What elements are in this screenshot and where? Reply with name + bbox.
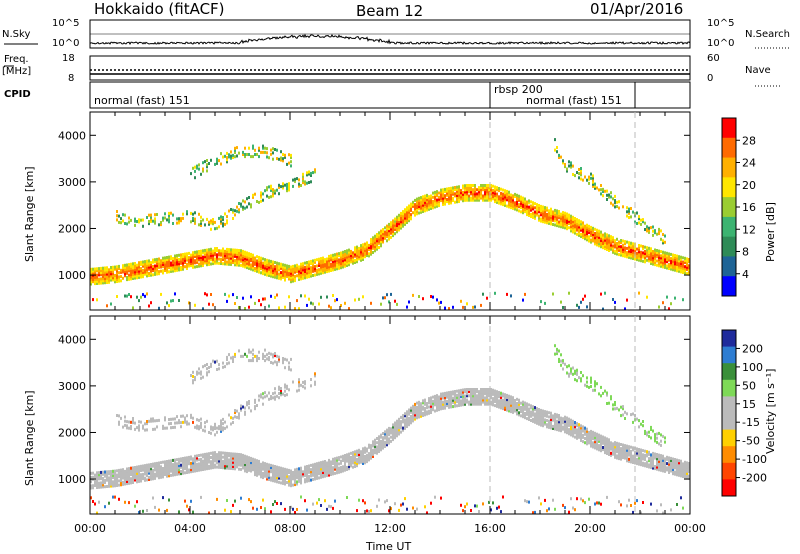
xtick-label-0: 00:00 (74, 522, 106, 535)
colorbar-cell-1-9 (722, 479, 736, 496)
noise-trace (90, 35, 690, 44)
colorbar-label-0-1: 24 (742, 157, 756, 170)
colorbar-cell-1-2 (722, 363, 736, 380)
colorbar-label-1-7: -200 (742, 472, 767, 485)
colorbar-cell-0-6 (722, 237, 736, 257)
colorbar-cell-0-4 (722, 197, 736, 217)
colorbar-label-0-3: 16 (742, 201, 756, 214)
ytick-label-0-4000: 4000 (58, 129, 86, 142)
xtick-label-3: 12:00 (374, 522, 406, 535)
colorbar-label-1-4: -15 (742, 416, 760, 429)
colorbar-label-1-2: 50 (742, 379, 756, 392)
colorbar-label-1-5: -50 (742, 435, 760, 448)
xtick-label-1: 04:00 (174, 522, 206, 535)
freq-panel-frame (90, 56, 690, 80)
colorbar-label-1-3: 15 (742, 398, 756, 411)
xtick-label-4: 16:00 (474, 522, 506, 535)
xtick-label-2: 08:00 (274, 522, 306, 535)
panel-bg-0 (90, 112, 690, 310)
xtick-label-6: 00:00 (674, 522, 706, 535)
ytick-label-1-3000: 3000 (58, 380, 86, 393)
colorbar-cell-1-4 (722, 396, 736, 413)
colorbar-label-0-5: 8 (742, 246, 749, 259)
colorbar-label-1-6: -100 (742, 453, 767, 466)
colorbar-cell-1-1 (722, 347, 736, 364)
colorbar-cell-1-8 (722, 463, 736, 480)
colorbar-cell-0-1 (722, 138, 736, 158)
rti-plot: 1000 2000 3000 4000 1000 2000 3000 4000 00:00 04:… (0, 0, 800, 554)
colorbar-label-0-6: 4 (742, 268, 749, 281)
xtick-label-5: 20:00 (574, 522, 606, 535)
colorbar-cell-1-6 (722, 430, 736, 447)
colorbar-cell-1-7 (722, 446, 736, 463)
ytick-label-1-4000: 4000 (58, 333, 86, 346)
ytick-label-1-2000: 2000 (58, 426, 86, 439)
colorbar-label-1-0: 200 (742, 342, 763, 355)
ytick-label-0-2000: 2000 (58, 222, 86, 235)
ytick-label-0-3000: 3000 (58, 176, 86, 189)
colorbar-label-1-1: 100 (742, 361, 763, 374)
colorbar-cell-0-7 (722, 256, 736, 276)
colorbar-cell-1-3 (722, 380, 736, 397)
colorbar-cell-1-0 (722, 330, 736, 347)
ytick-label-0-1000: 1000 (58, 269, 86, 282)
colorbar-cell-0-0 (722, 118, 736, 138)
cpid-panel-frame (90, 82, 690, 108)
colorbar-cell-0-5 (722, 217, 736, 237)
colorbar-label-0-2: 20 (742, 179, 756, 192)
colorbar-cell-0-3 (722, 177, 736, 197)
colorbar-cell-0-8 (722, 276, 736, 296)
colorbar-label-0-4: 12 (742, 223, 756, 236)
colorbar-cell-1-5 (722, 413, 736, 430)
colorbar-label-0-0: 28 (742, 134, 756, 147)
colorbar-cell-0-2 (722, 158, 736, 178)
ytick-label-1-1000: 1000 (58, 473, 86, 486)
